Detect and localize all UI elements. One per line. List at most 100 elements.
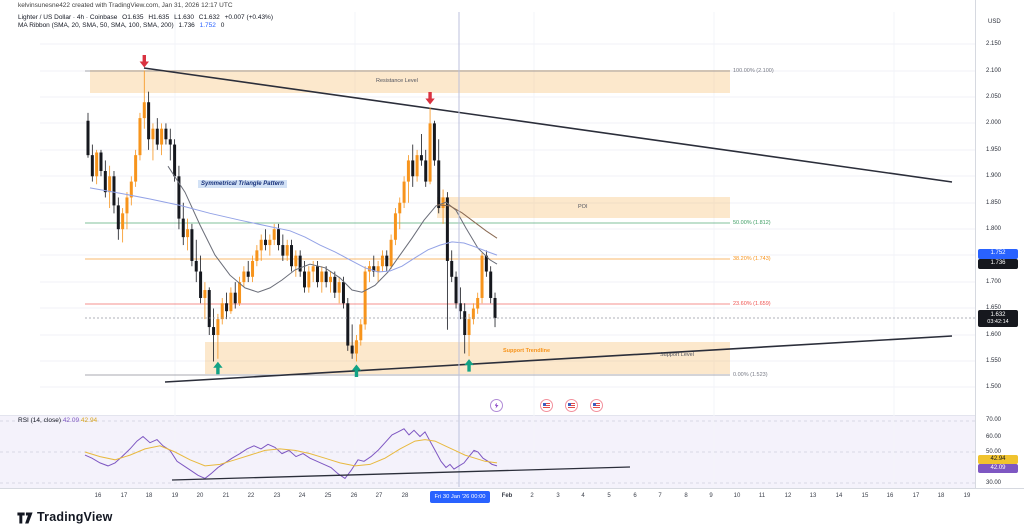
buy-arrow-icon: [464, 359, 474, 372]
candle-body: [194, 260, 198, 272]
time-tick: 6: [633, 493, 637, 499]
price-axis[interactable]: USD 2.150 2.100 2.050 2.000 1.950 1.900 1.850 1…: [975, 0, 1024, 505]
resistance-zone: [90, 70, 730, 93]
candle-body: [86, 120, 90, 156]
fib-level-label: 23.60% (1.659): [733, 301, 771, 307]
time-tick: 9: [709, 493, 713, 499]
tradingview-logo-icon[interactable]: [17, 511, 33, 525]
time-tick: 4: [581, 493, 585, 499]
time-tick: 24: [298, 493, 306, 499]
candle-body: [389, 239, 393, 267]
candle-body: [402, 181, 406, 203]
time-tick: 25: [324, 493, 332, 499]
support-zone-label[interactable]: Support Level: [660, 352, 694, 358]
candle-body: [328, 276, 332, 283]
time-tick: 12: [784, 493, 792, 499]
candle-body: [458, 303, 462, 312]
candle-body: [337, 282, 341, 293]
poi-zone: [437, 197, 730, 218]
time-tick: 19: [963, 493, 971, 499]
time-tick: 27: [375, 493, 383, 499]
descending-trendline: [143, 67, 953, 183]
candle-body: [168, 139, 172, 145]
ohlc-open: O1.635: [122, 14, 144, 21]
candle-body: [294, 255, 298, 267]
price-tick: 60.00: [986, 434, 1002, 440]
time-tick: 16: [94, 493, 102, 499]
event-flag-icon[interactable]: [540, 399, 553, 412]
price-tick: 1.650: [986, 305, 1002, 311]
time-axis[interactable]: 16 17 18 19 20 21 22 23 24 25 26 27 28 Feb 2 3 4 5 6 7 8 9 10 1…: [0, 488, 1024, 506]
ascending-support-trendline: [164, 335, 953, 383]
candle-body: [441, 197, 445, 209]
rsi-ma-line: [84, 439, 498, 467]
rsi-legend[interactable]: RSI (14, close) 42.09 42.94: [18, 417, 97, 424]
sell-arrow-icon: [139, 55, 149, 68]
footer-bar: TradingView: [0, 505, 1024, 530]
candle-body: [285, 245, 289, 256]
time-tick: 14: [835, 493, 843, 499]
candle-body: [428, 123, 432, 182]
candle-body: [186, 229, 190, 238]
candle-body: [229, 292, 233, 312]
candle-body: [268, 239, 272, 246]
rsi-trendline: [171, 466, 631, 481]
candle-body: [212, 327, 216, 335]
time-tick: 20: [196, 493, 204, 499]
candle-body: [125, 197, 129, 214]
time-tick: 5: [607, 493, 611, 499]
candle-body: [199, 271, 203, 298]
candle-body: [298, 255, 302, 272]
candle-body: [225, 303, 229, 312]
ma-ribbon-title[interactable]: MA Ribbon (SMA, 20, SMA, 50, SMA, 100, S…: [18, 22, 174, 29]
rsi-title[interactable]: RSI (14, close): [18, 417, 61, 424]
event-flag-icon[interactable]: [565, 399, 578, 412]
candle-body: [415, 155, 419, 177]
candle-body: [424, 160, 428, 182]
support-trendline-label[interactable]: Support Trendline: [503, 348, 551, 354]
poi-zone-label[interactable]: POI: [578, 204, 588, 210]
time-tick: 26: [350, 493, 358, 499]
pattern-annotation[interactable]: Symmetrical Triangle Pattern: [198, 180, 287, 188]
candle-body: [450, 260, 454, 277]
candle-body: [350, 345, 354, 354]
ma-value-2: 1.752: [199, 22, 216, 29]
candle-body: [398, 202, 402, 214]
time-tick: 22: [247, 493, 255, 499]
fib-level-label: 0.00% (1.523): [733, 372, 768, 378]
candle-body: [445, 197, 449, 261]
ma-ribbon-legend[interactable]: MA Ribbon (SMA, 20, SMA, 50, SMA, 100, S…: [18, 22, 224, 29]
time-tick: 18: [145, 493, 153, 499]
time-tick: 18: [937, 493, 945, 499]
price-tick: 2.050: [986, 94, 1002, 100]
resistance-zone-label[interactable]: Resistance Level: [376, 78, 418, 84]
candle-body: [341, 282, 345, 304]
event-bolt-icon[interactable]: [490, 399, 503, 412]
event-flag-icon[interactable]: [590, 399, 603, 412]
tradingview-brand[interactable]: TradingView: [37, 510, 113, 524]
buy-arrow-icon: [213, 361, 223, 375]
symbol-title[interactable]: Lighter / US Dollar · 4h · Coinbase: [18, 14, 118, 21]
candle-body: [311, 266, 315, 272]
candle-body: [142, 102, 146, 119]
ohlc-low: L1.630: [174, 14, 194, 21]
candle-body: [476, 297, 480, 309]
symbol-legend[interactable]: Lighter / US Dollar · 4h · Coinbase O1.6…: [18, 14, 273, 21]
candle-body: [155, 128, 159, 145]
currency-label: USD: [988, 19, 1001, 25]
candle-body: [380, 255, 384, 267]
sma-brown: [436, 204, 498, 239]
candle-body: [320, 271, 324, 283]
candle-body: [151, 128, 155, 140]
flag-glyph: [593, 403, 600, 408]
candle-body: [376, 266, 380, 272]
candle-body: [471, 308, 475, 320]
candle-body: [242, 271, 246, 283]
candle-body: [385, 255, 389, 267]
candle-body: [264, 239, 268, 246]
time-tick: 21: [222, 493, 230, 499]
candle-body: [216, 319, 220, 335]
sell-arrow-icon: [425, 92, 435, 105]
sma-blue: [89, 187, 498, 273]
